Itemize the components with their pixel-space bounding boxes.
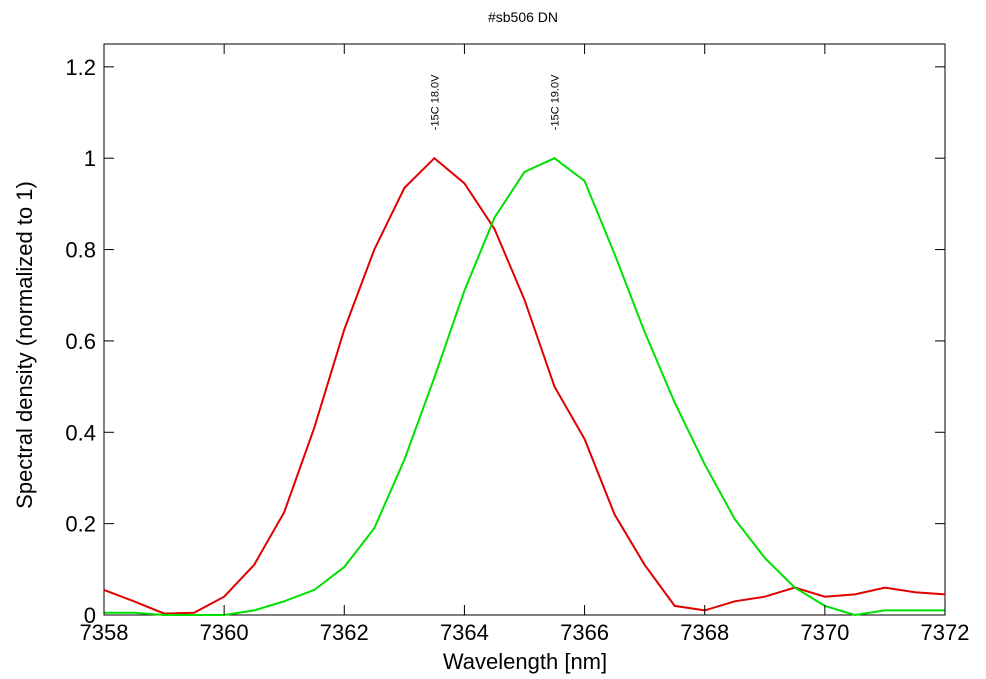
y-tick-label: 0 <box>84 603 96 628</box>
y-axis-label: Spectral density (normalized to 1) <box>12 181 37 509</box>
series-line-1 <box>103 156 946 615</box>
x-tick-label: 7370 <box>800 620 849 645</box>
y-tick-label: 1 <box>84 146 96 171</box>
series-layer <box>103 156 946 617</box>
y-tick-label: 0.6 <box>65 329 96 354</box>
series-line-2 <box>104 157 945 617</box>
plot-area <box>103 43 946 616</box>
x-tick-label: 7364 <box>440 620 489 645</box>
x-tick-label: 7366 <box>560 620 609 645</box>
ticks-layer: 7358 7360 7362 7364 7366 7368 7370 7372 0 0.2 0.4 0… <box>65 44 969 645</box>
x-axis-label: Wavelength [nm] <box>443 649 607 674</box>
x-tick-label: 7368 <box>680 620 729 645</box>
y-tick-label: 0.4 <box>65 420 96 445</box>
x-tick-label: 7362 <box>320 620 369 645</box>
y-tick-label: 0.2 <box>65 512 96 537</box>
x-tick-label: 7360 <box>200 620 249 645</box>
series-annotation-1: -15C 18.0V <box>429 74 441 130</box>
x-tick-label: 7372 <box>921 620 970 645</box>
annotation-layer: -15C 18.0V -15C 19.0V <box>429 74 561 130</box>
series-annotation-2: -15C 19.0V <box>550 74 562 130</box>
y-tick-label: 0.8 <box>65 238 96 263</box>
x-tick-label: 7358 <box>80 620 129 645</box>
plot-frame <box>103 43 946 616</box>
chart-title: #sb506 DN <box>488 9 558 25</box>
y-tick-label: 1.2 <box>65 55 96 80</box>
